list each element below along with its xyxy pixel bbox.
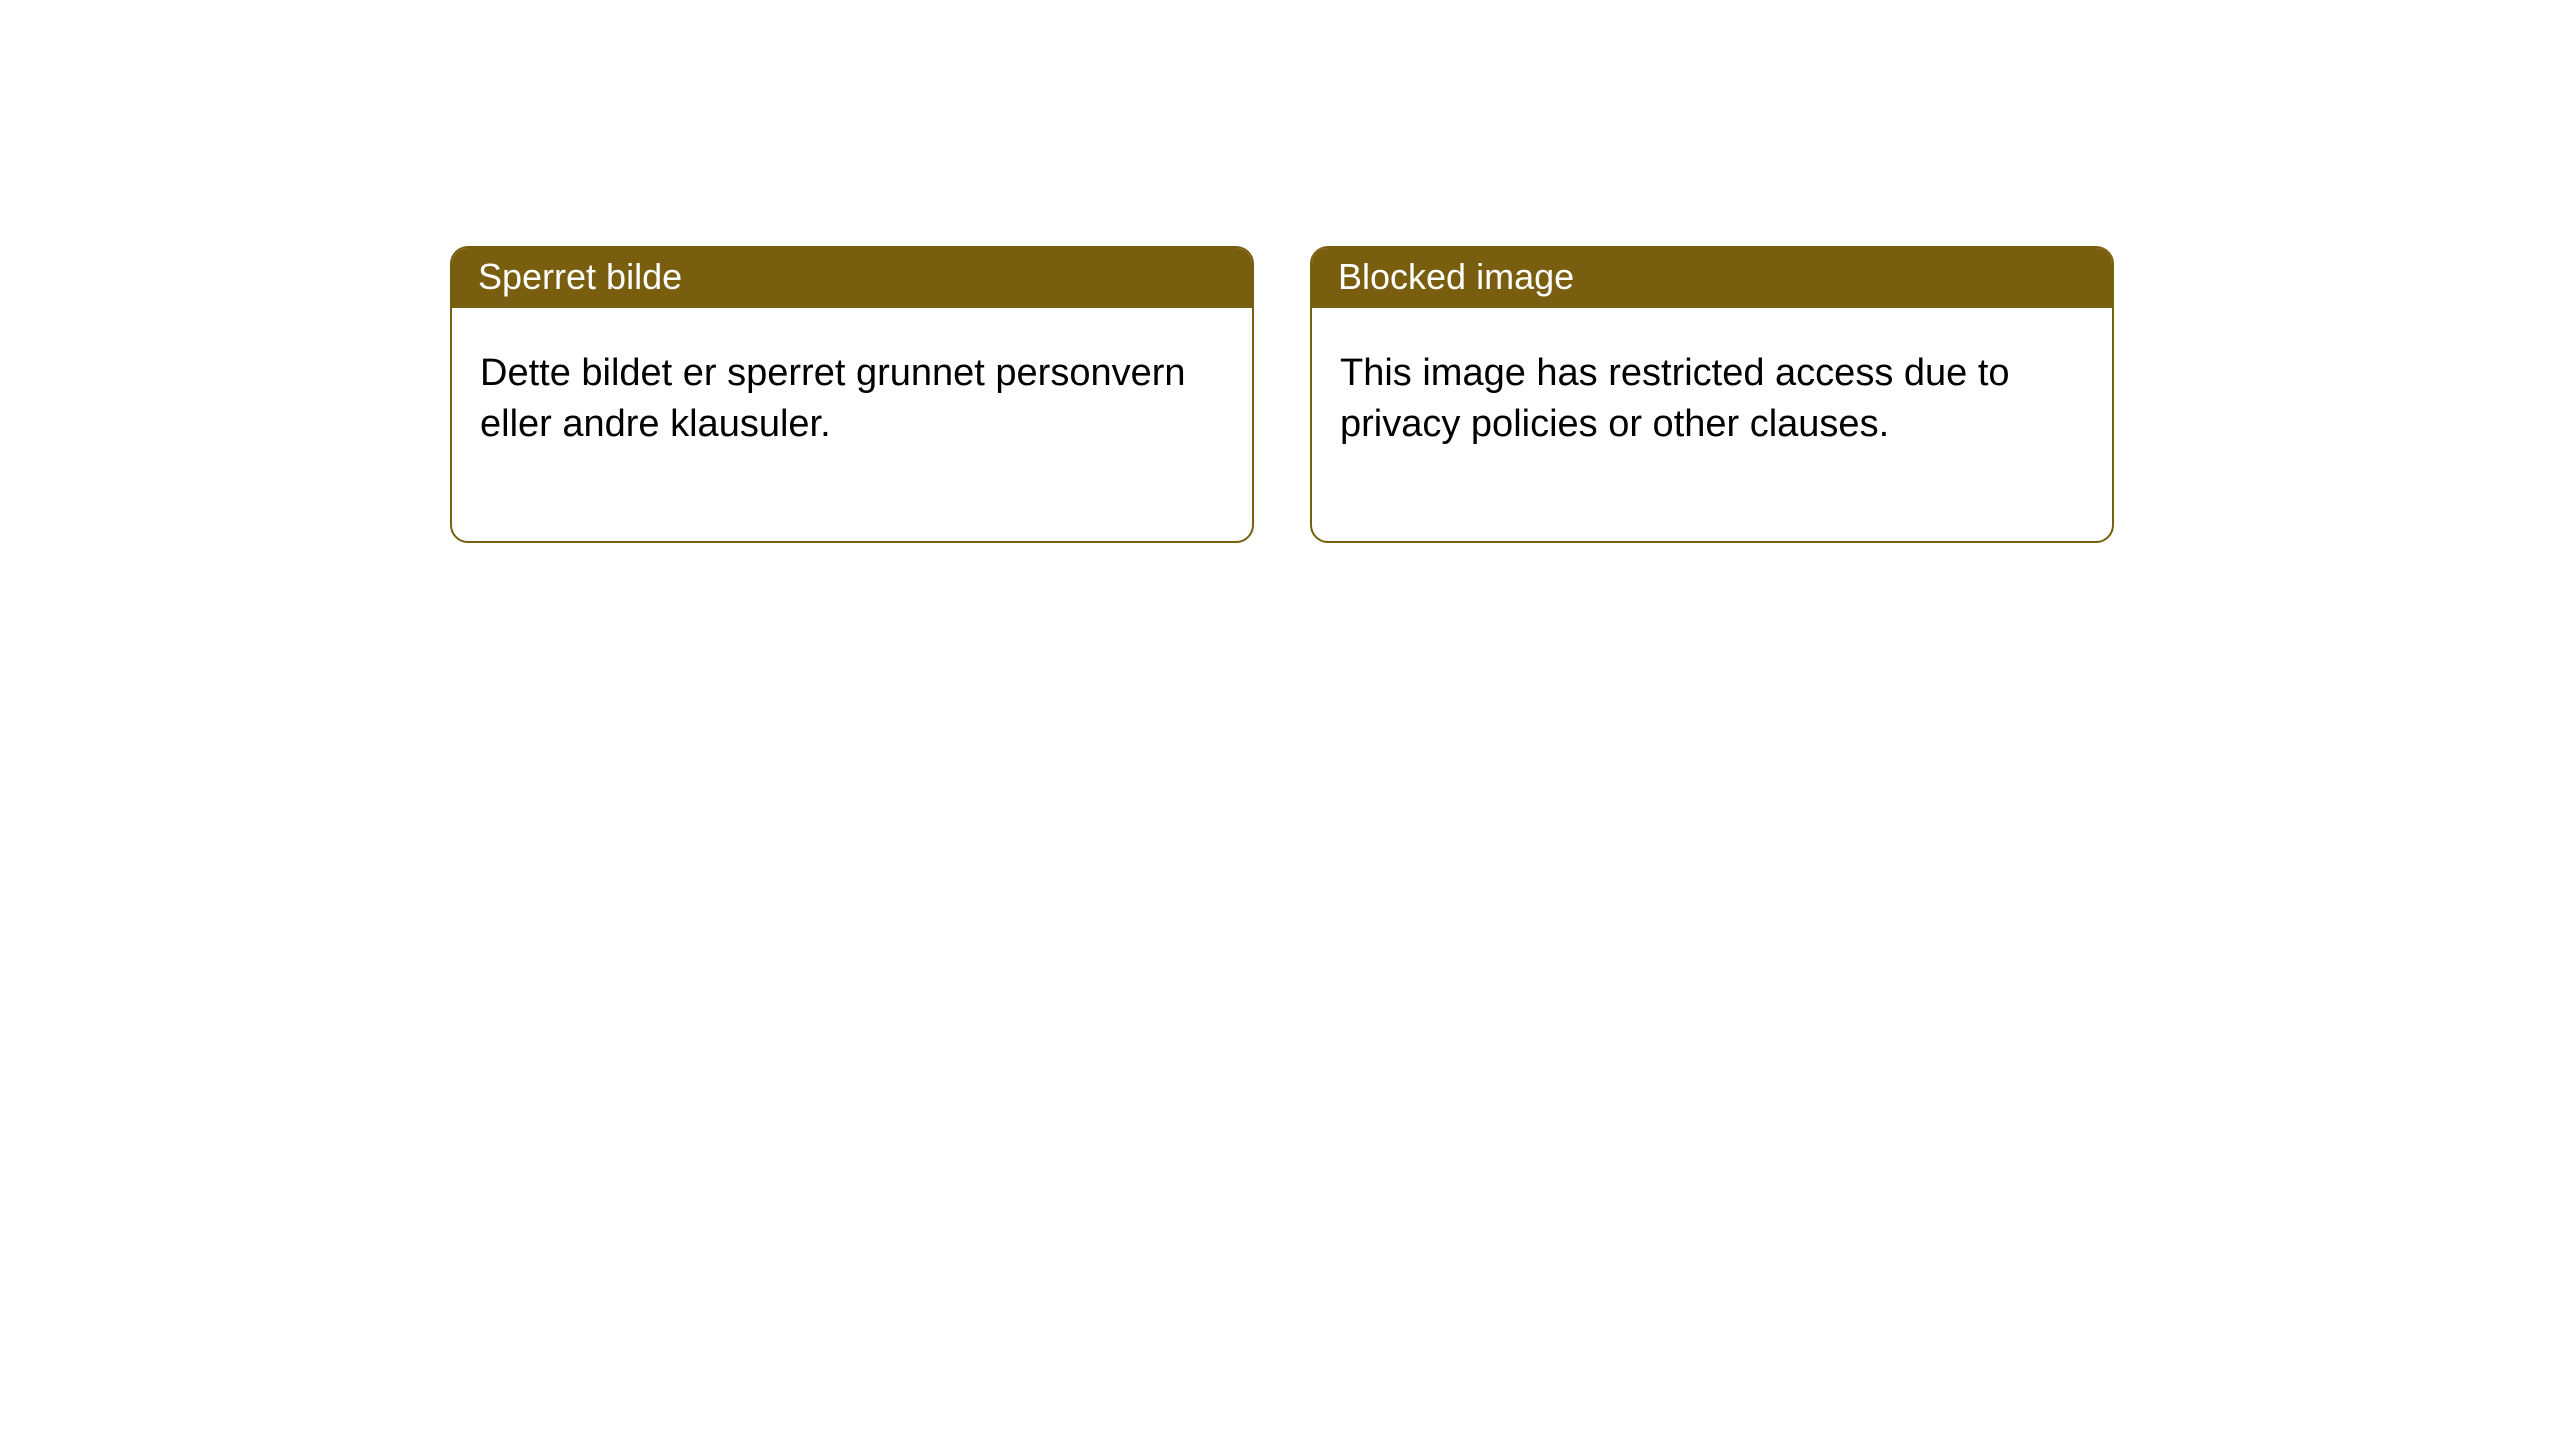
- notice-body-no: Dette bildet er sperret grunnet personve…: [452, 308, 1252, 541]
- notice-container: Sperret bilde Dette bildet er sperret gr…: [0, 0, 2560, 543]
- notice-card-en: Blocked image This image has restricted …: [1310, 246, 2114, 543]
- notice-card-no: Sperret bilde Dette bildet er sperret gr…: [450, 246, 1254, 543]
- notice-title-en: Blocked image: [1312, 248, 2112, 308]
- notice-title-no: Sperret bilde: [452, 248, 1252, 308]
- notice-body-en: This image has restricted access due to …: [1312, 308, 2112, 541]
